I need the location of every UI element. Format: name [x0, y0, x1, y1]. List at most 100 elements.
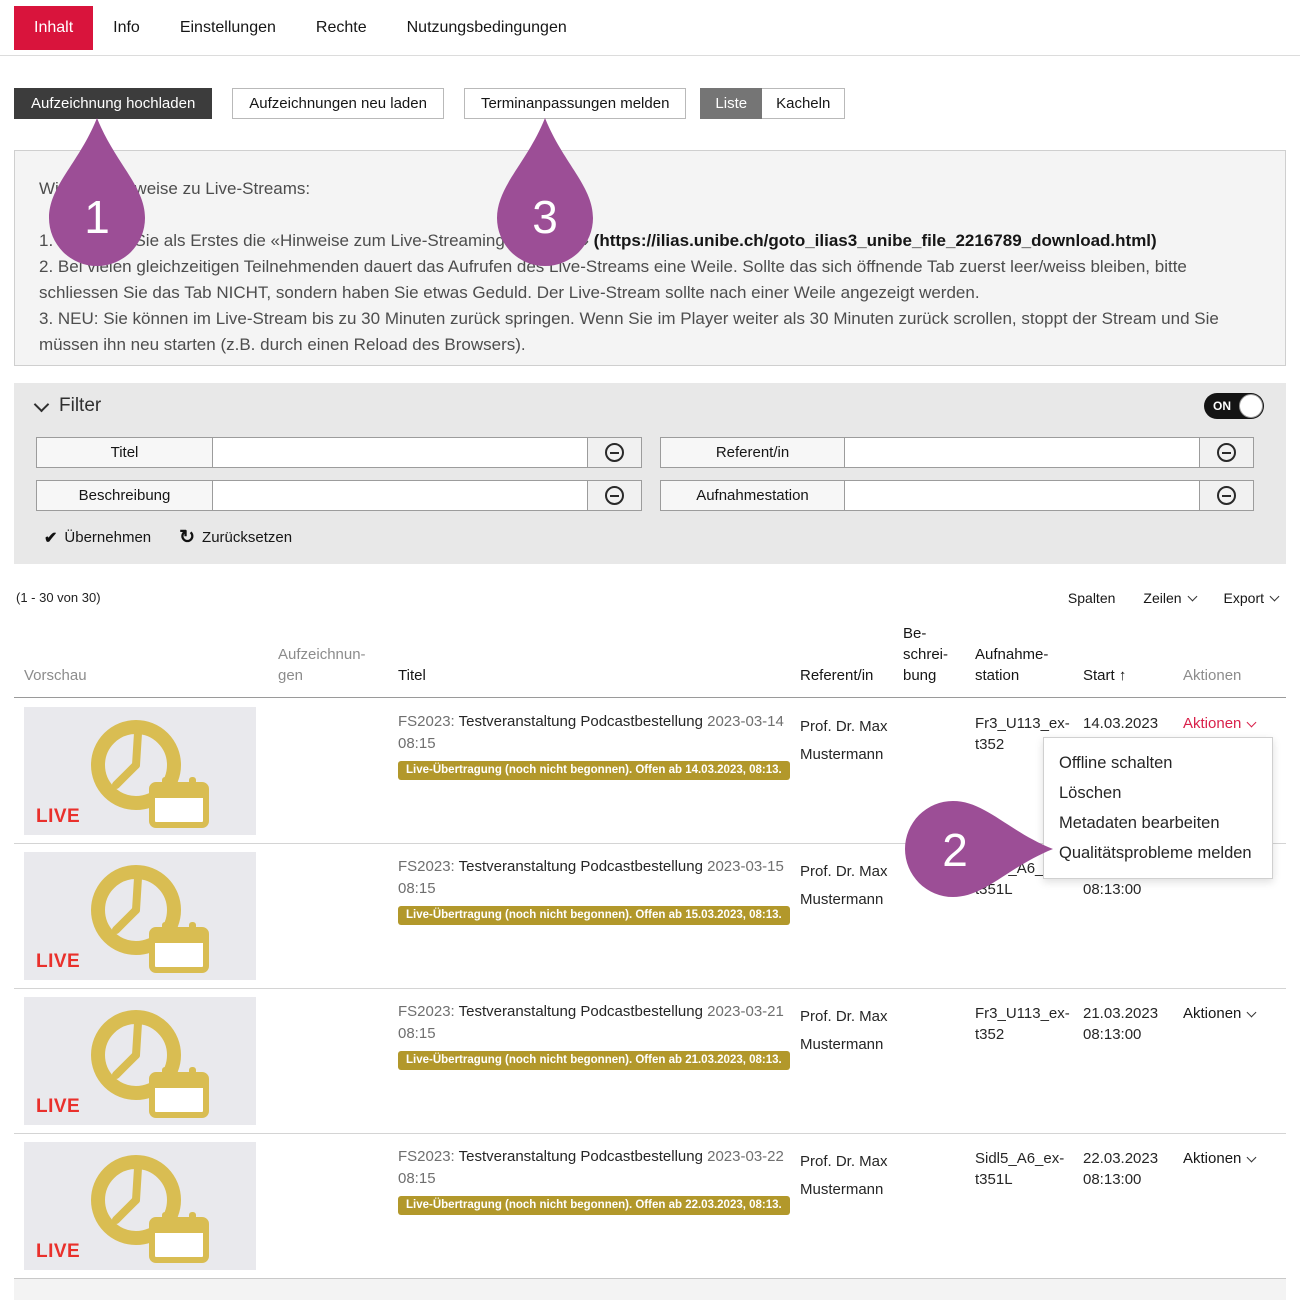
filter-reset-button[interactable]: ↻ Zurücksetzen	[179, 526, 292, 549]
filter-toggle[interactable]: ON	[1204, 393, 1264, 419]
marker-number: 3	[532, 191, 558, 243]
teardrop-right-icon	[905, 801, 1053, 897]
title-semester: FS2023:	[398, 1148, 455, 1165]
report-schedule-changes-button[interactable]: Terminanpassungen melden	[463, 88, 687, 119]
tab-info[interactable]: Info	[113, 18, 140, 36]
chevron-down-icon[interactable]	[33, 396, 50, 412]
teardrop-up-icon	[497, 118, 593, 266]
filter-apply-button[interactable]: ✔ Übernehmen	[44, 528, 151, 548]
clock-calendar-icon	[91, 720, 209, 828]
title-main[interactable]: Testveranstaltung Podcastbestellung	[458, 858, 703, 875]
filter-toggle-knob[interactable]	[1239, 394, 1263, 418]
title-main[interactable]: Testveranstaltung Podcastbestellung	[458, 713, 703, 730]
rows-menu-button[interactable]: Zeilen	[1143, 590, 1197, 606]
menu-item-offline-schalten[interactable]: Offline schalten	[1059, 754, 1173, 772]
status-badge: Live-Übertragung (noch nicht begonnen). …	[398, 761, 790, 780]
live-badge: LIVE	[36, 951, 81, 972]
row-actions-button[interactable]: Aktionen	[1183, 1150, 1257, 1167]
filter-label-referent: Referent/in	[661, 438, 845, 467]
status-badge: Live-Übertragung (noch nicht begonnen). …	[398, 1196, 790, 1215]
start-label: Start	[1083, 667, 1115, 684]
station-line1: Fr3_U113_ex-	[975, 1005, 1070, 1022]
row-actions-button[interactable]: Aktionen	[1183, 1005, 1257, 1022]
col-header-aufnahmestation[interactable]: Aufnahme- station	[975, 646, 1049, 684]
status-badge: Live-Übertragung (noch nicht begonnen). …	[398, 1051, 790, 1070]
filter-input-beschreibung[interactable]	[213, 481, 587, 510]
station-line2: t352	[975, 736, 1005, 753]
station-cell: Fr3_U113_ex-t352	[975, 1003, 1083, 1045]
actions-label: Aktionen	[1183, 1150, 1242, 1167]
col-header-titel[interactable]: Titel	[398, 667, 426, 684]
live-stream-infobox: Wichtige Hinweise zu Live-Streams: 1. Be…	[14, 150, 1286, 366]
col-header-start[interactable]: Start ↑	[1083, 665, 1126, 686]
tab-einstellungen[interactable]: Einstellungen	[179, 18, 276, 36]
tab-inhalt[interactable]: Inhalt	[14, 5, 94, 50]
live-badge: LIVE	[36, 1241, 81, 1262]
menu-item-metadaten-bearbeiten[interactable]: Metadaten bearbeiten	[1059, 814, 1220, 832]
marker-number: 2	[942, 824, 968, 876]
preview-thumbnail[interactable]: LIVE	[24, 852, 256, 980]
marker-number: 1	[84, 191, 110, 243]
view-list-button[interactable]: Liste	[700, 88, 763, 119]
filter-input-referent[interactable]	[845, 438, 1199, 467]
filter-remove-aufnahmestation-button[interactable]	[1199, 481, 1253, 510]
filter-remove-referent-button[interactable]	[1199, 438, 1253, 467]
filter-remove-beschreibung-button[interactable]	[587, 481, 641, 510]
filter-title[interactable]: Filter	[59, 395, 102, 416]
filter-remove-titel-button[interactable]	[587, 438, 641, 467]
reload-recordings-button[interactable]: Aufzeichnungen neu laden	[232, 88, 444, 119]
filter-panel: Filter ON Titel Referent/in Beschreibung…	[14, 383, 1286, 564]
menu-item-loeschen[interactable]: Löschen	[1059, 784, 1122, 802]
col-header-referent[interactable]: Referent/in	[800, 667, 874, 684]
upload-recording-button[interactable]: Aufzeichnung hochladen	[14, 88, 213, 119]
chevron-down-icon	[1246, 1152, 1257, 1162]
reset-icon: ↻	[179, 527, 196, 548]
actions-dropdown-menu: Offline schalten Löschen Metadaten bearb…	[1043, 737, 1273, 879]
menu-item-qualitaetsprobleme-melden[interactable]: Qualitätsprobleme melden	[1059, 844, 1252, 862]
table-tools: Spalten Zeilen Export	[1068, 590, 1280, 606]
start-time: 08:13:00	[1083, 1171, 1142, 1188]
preview-thumbnail[interactable]: LIVE	[24, 997, 256, 1125]
filter-field-aufnahmestation: Aufnahmestation	[660, 480, 1254, 511]
infobox-item-3: 3. NEU: Sie können im Live-Stream bis zu…	[39, 309, 1219, 354]
columns-menu-button[interactable]: Spalten	[1068, 590, 1115, 606]
col-header-beschreibung[interactable]: Be- schrei- bung	[903, 625, 949, 684]
row-actions-button[interactable]: Aktionen	[1183, 715, 1257, 732]
chevron-down-icon	[1246, 717, 1257, 727]
preview-thumbnail[interactable]: LIVE	[24, 707, 256, 835]
title-main[interactable]: Testveranstaltung Podcastbestellung	[458, 1003, 703, 1020]
filter-field-beschreibung: Beschreibung	[36, 480, 642, 511]
filter-input-titel[interactable]	[213, 438, 587, 467]
start-date: 21.03.2023	[1083, 1005, 1159, 1022]
station-line1: Fr3_U113_ex-	[975, 715, 1070, 732]
minus-circle-icon	[1217, 486, 1236, 505]
tab-rechte[interactable]: Rechte	[315, 18, 367, 36]
referent-line2: Mustermann	[800, 746, 884, 763]
infobox-heading: Wichtige Hinweise zu Live-Streams:	[39, 179, 311, 198]
referent-line1: Prof. Dr. Max	[800, 863, 888, 880]
filter-input-aufnahmestation[interactable]	[845, 481, 1199, 510]
result-range: (1 - 30 von 30)	[16, 590, 101, 605]
title-main[interactable]: Testveranstaltung Podcastbestellung	[458, 1148, 703, 1165]
minus-circle-icon	[605, 443, 624, 462]
columns-label: Spalten	[1067, 590, 1116, 606]
referent-cell: Prof. Dr. Max Mustermann	[800, 858, 912, 914]
table-footer	[14, 1279, 1286, 1300]
rows-label: Zeilen	[1143, 590, 1182, 606]
infobox-download-link[interactable]: (https://ilias.unibe.ch/goto_ilias3_unib…	[593, 231, 1157, 250]
preview-thumbnail[interactable]: LIVE	[24, 1142, 256, 1270]
title-semester: FS2023:	[398, 713, 455, 730]
chevron-down-icon	[1269, 591, 1280, 602]
top-tab-bar: Inhalt Info Einstellungen Rechte Nutzung…	[0, 0, 1300, 56]
actions-label: Aktionen	[1183, 1005, 1242, 1022]
sort-asc-icon[interactable]: ↑	[1118, 667, 1127, 684]
table-row: LIVE FS2023: Testveranstaltung Podcastbe…	[14, 1134, 1286, 1279]
tab-nutzungsbedingungen[interactable]: Nutzungsbedingungen	[406, 18, 567, 36]
view-tiles-button[interactable]: Kacheln	[762, 88, 846, 119]
teardrop-up-icon	[49, 118, 145, 266]
start-cell: 22.03.2023 08:13:00	[1083, 1148, 1183, 1190]
view-switch: Liste Kacheln	[700, 88, 846, 119]
export-menu-button[interactable]: Export	[1224, 590, 1280, 606]
title-date: 2023-03-14 08:15	[398, 713, 784, 752]
station-line1: Sidl5_A6_ex-	[975, 1150, 1065, 1167]
